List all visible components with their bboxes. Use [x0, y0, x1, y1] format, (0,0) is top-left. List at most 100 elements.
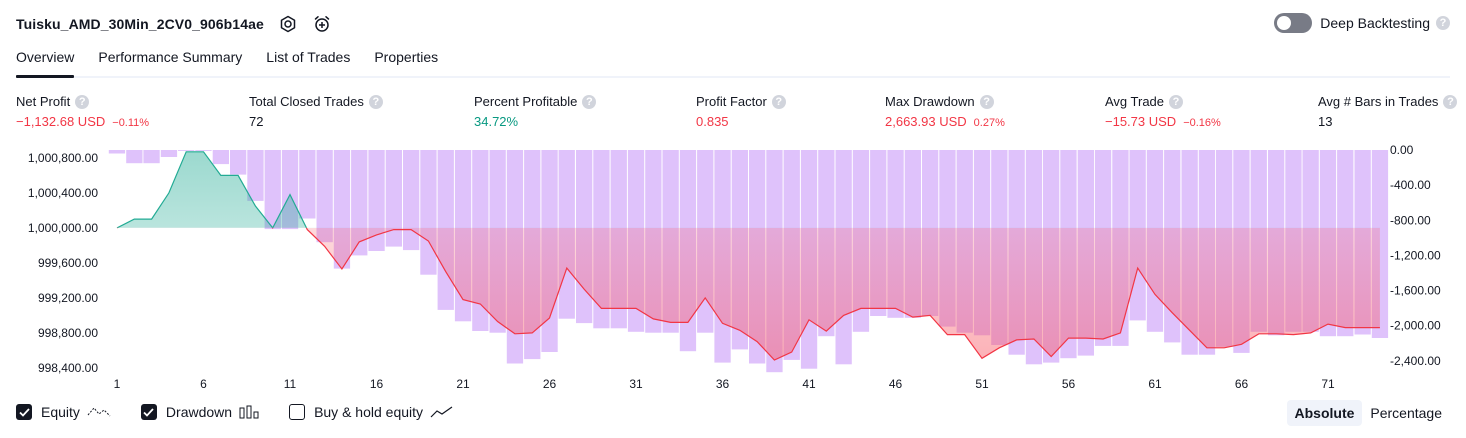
- metric-label: Avg Trade: [1105, 94, 1165, 109]
- percentage-button[interactable]: Percentage: [1370, 405, 1442, 421]
- x-axis-tick: 66: [1235, 377, 1249, 391]
- right-axis-tick: -400.00: [1390, 178, 1431, 192]
- metric-max-drawdown: Max Drawdown? 2,663.93 USD 0.27%: [885, 94, 1005, 129]
- metric-label: Net Profit: [16, 94, 71, 109]
- drawdown-bar: [195, 150, 212, 151]
- tab-overview[interactable]: Overview: [16, 46, 75, 78]
- drawdown-bars-icon: [239, 405, 259, 419]
- right-axis-tick: -1,600.00: [1390, 284, 1441, 298]
- x-axis-tick: 11: [284, 377, 297, 391]
- settings-icon[interactable]: [278, 14, 298, 34]
- drawdown-checkbox[interactable]: [140, 404, 157, 420]
- left-axis-tick: 999,600.00: [38, 256, 98, 270]
- drawdown-bar: [299, 150, 316, 219]
- x-axis-tick: 46: [889, 377, 903, 391]
- x-axis-tick: 26: [543, 377, 557, 391]
- drawdown-bar: [385, 150, 402, 247]
- deep-backtesting-label: Deep Backtesting: [1320, 15, 1430, 31]
- help-icon[interactable]: ?: [582, 94, 597, 109]
- equity-line-loss: [117, 227, 1380, 361]
- metric-label: Percent Profitable: [474, 94, 578, 109]
- equity-checkbox[interactable]: [16, 404, 32, 420]
- legend-drawdown[interactable]: Drawdown: [140, 404, 259, 420]
- equity-loss-area: [306, 227, 1380, 360]
- drawdown-bar: [126, 150, 143, 164]
- right-axis-tick: -800.00: [1390, 213, 1431, 227]
- help-icon[interactable]: ?: [1443, 94, 1458, 109]
- metric-value: 2,663.93 USD: [885, 114, 967, 129]
- metric-percent-profitable: Percent Profitable? 34.72%: [474, 94, 597, 129]
- buy-hold-line-icon: [430, 405, 454, 419]
- legend-equity[interactable]: Equity: [16, 404, 111, 420]
- left-axis-tick: 1,000,800.00: [28, 151, 98, 165]
- equity-profit-area: [117, 151, 1380, 228]
- x-axis-tick: 71: [1321, 377, 1335, 391]
- help-icon[interactable]: ?: [368, 94, 383, 109]
- chart-legend: Equity Drawdown Buy & hold equity: [16, 404, 484, 420]
- right-axis-tick: -2,000.00: [1390, 319, 1441, 333]
- equity-line-icon: [87, 405, 111, 419]
- help-icon[interactable]: ?: [979, 94, 994, 109]
- x-axis-tick: 51: [975, 377, 989, 391]
- legend-buy-hold[interactable]: Buy & hold equity: [289, 404, 454, 420]
- deep-backtesting-control: Deep Backtesting ?: [1274, 13, 1450, 33]
- strategy-header: Tuisku_AMD_30Min_2CV0_906b14ae: [16, 12, 332, 36]
- legend-label: Buy & hold equity: [314, 404, 424, 420]
- help-icon[interactable]: ?: [1169, 94, 1184, 109]
- metric-percent: −0.16%: [1183, 117, 1221, 129]
- metric-profit-factor: Profit Factor? 0.835: [696, 94, 786, 129]
- x-axis-tick: 36: [716, 377, 730, 391]
- drawdown-bar: [212, 150, 229, 165]
- metric-total-closed-trades: Total Closed Trades? 72: [249, 94, 383, 129]
- display-mode-switch: Absolute Percentage: [1286, 400, 1451, 426]
- metric-value: 72: [249, 114, 264, 129]
- metric-net-profit: Net Profit? −1,132.68 USD −0.11%: [16, 94, 149, 129]
- help-icon[interactable]: ?: [1436, 16, 1450, 30]
- equity-drawdown-chart[interactable]: 1,000,800.00 1,000,400.00 1,000,000.00 999,…: [0, 140, 1466, 400]
- x-axis-tick: 61: [1148, 377, 1162, 391]
- metric-avg-bars: Avg # Bars in Trades? 13: [1318, 94, 1458, 129]
- metric-value: −1,132.68 USD: [16, 114, 106, 129]
- metric-value: 34.72%: [474, 114, 519, 129]
- metric-percent: −0.11%: [112, 117, 150, 129]
- add-alert-icon[interactable]: [312, 14, 332, 34]
- x-axis-tick: 41: [802, 377, 816, 391]
- tab-bar: Overview Performance Summary List of Tra…: [16, 46, 1450, 78]
- drawdown-bar: [264, 150, 281, 230]
- metric-value: 13: [1318, 114, 1333, 129]
- drawdown-bar: [316, 150, 333, 243]
- x-axis-tick: 16: [370, 377, 384, 391]
- tab-properties[interactable]: Properties: [374, 49, 439, 65]
- x-axis-tick: 56: [1062, 377, 1076, 391]
- metric-value: 0.835: [696, 114, 729, 129]
- left-axis-tick: 998,800.00: [38, 326, 98, 340]
- metric-label: Profit Factor: [696, 94, 767, 109]
- help-icon[interactable]: ?: [75, 94, 90, 109]
- metric-percent: 0.27%: [973, 117, 1005, 129]
- help-icon[interactable]: ?: [771, 94, 786, 109]
- x-axis-tick: 31: [629, 377, 643, 391]
- drawdown-bar: [420, 150, 437, 275]
- drawdown-bar: [247, 150, 264, 201]
- right-axis-tick: 0.00: [1390, 143, 1414, 157]
- right-axis-tick: -2,400.00: [1390, 354, 1441, 368]
- tab-list-of-trades[interactable]: List of Trades: [266, 49, 351, 65]
- buy-hold-checkbox[interactable]: [289, 404, 306, 420]
- drawdown-bar: [403, 150, 420, 251]
- left-axis-tick: 1,000,000.00: [28, 221, 98, 235]
- x-axis-tick: 21: [456, 377, 470, 391]
- strategy-title: Tuisku_AMD_30Min_2CV0_906b14ae: [16, 16, 264, 32]
- deep-backtesting-toggle[interactable]: [1274, 13, 1313, 33]
- x-axis-tick: 1: [114, 377, 121, 391]
- metric-label: Max Drawdown: [885, 94, 975, 109]
- drawdown-bar: [108, 150, 126, 154]
- legend-label: Drawdown: [165, 404, 233, 420]
- metric-label: Total Closed Trades: [249, 94, 364, 109]
- drawdown-bar: [230, 150, 247, 175]
- metric-avg-trade: Avg Trade? −15.73 USD −0.16%: [1105, 94, 1221, 129]
- drawdown-bar: [143, 150, 160, 164]
- x-axis-tick: 6: [200, 377, 207, 391]
- absolute-button[interactable]: Absolute: [1286, 400, 1363, 426]
- tab-performance-summary[interactable]: Performance Summary: [98, 49, 243, 65]
- metric-label: Avg # Bars in Trades: [1318, 94, 1439, 109]
